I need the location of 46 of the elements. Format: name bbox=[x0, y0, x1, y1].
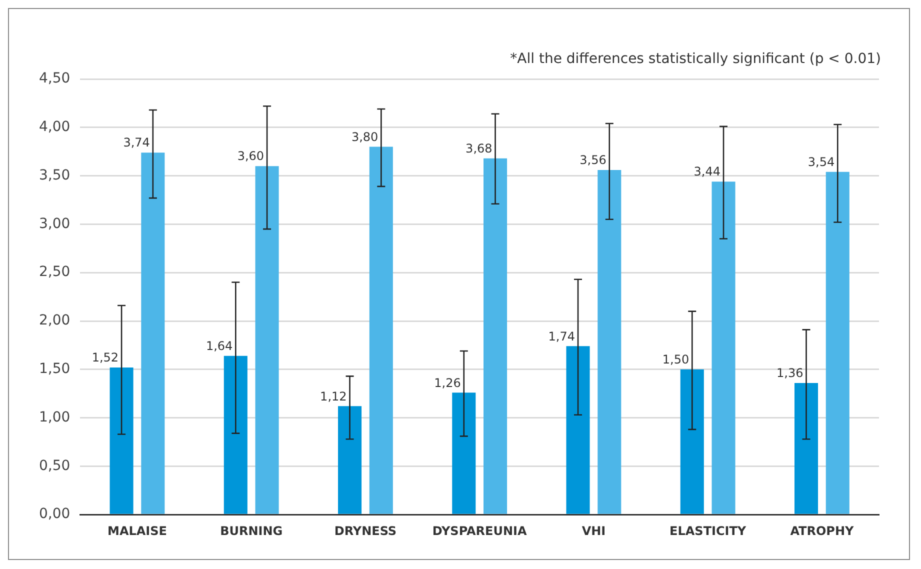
y-tick-label: 2,00 bbox=[39, 312, 70, 329]
data-label: 1,12 bbox=[320, 389, 347, 404]
bar bbox=[338, 406, 362, 514]
bar bbox=[794, 382, 818, 514]
bar bbox=[224, 356, 248, 514]
data-label: 1,64 bbox=[206, 338, 233, 353]
y-tick-label: 3,00 bbox=[39, 216, 70, 232]
data-label: 3,54 bbox=[808, 155, 835, 170]
data-label: 3,80 bbox=[351, 130, 378, 144]
y-tick-label: 4,00 bbox=[39, 119, 70, 136]
y-tick-label: 1,50 bbox=[39, 361, 70, 378]
x-tick-label: VHI bbox=[582, 524, 606, 538]
data-label: 1,52 bbox=[92, 350, 119, 365]
data-label: 3,44 bbox=[694, 164, 721, 179]
bar bbox=[369, 146, 393, 514]
bar bbox=[712, 182, 736, 514]
bar bbox=[484, 158, 508, 514]
bar bbox=[452, 392, 476, 514]
x-tick-label: ELASTICITY bbox=[670, 524, 746, 538]
y-tick-label: 0,50 bbox=[39, 458, 70, 474]
x-tick-label: ATROPHY bbox=[790, 524, 854, 538]
bar bbox=[110, 367, 134, 514]
y-tick-label: 2,50 bbox=[39, 264, 70, 280]
bar bbox=[141, 152, 165, 514]
bar bbox=[255, 166, 279, 514]
bar bbox=[680, 369, 704, 514]
y-tick-label: 3,50 bbox=[39, 167, 70, 184]
x-tick-label: DRYNESS bbox=[334, 524, 397, 538]
data-label: 3,60 bbox=[237, 149, 264, 164]
x-tick-label: BURNING bbox=[220, 524, 283, 538]
y-tick-label: 4,50 bbox=[39, 70, 70, 87]
x-tick-label: DYSPAREUNIA bbox=[432, 524, 528, 538]
bar bbox=[826, 172, 850, 514]
x-tick-label: MALAISE bbox=[107, 524, 167, 538]
data-label: 3,68 bbox=[466, 142, 492, 156]
bar bbox=[566, 346, 590, 514]
data-label: 1,74 bbox=[548, 329, 576, 344]
data-label: 3,74 bbox=[123, 136, 150, 150]
data-label: 1,36 bbox=[776, 366, 804, 380]
data-label: 1,26 bbox=[434, 376, 461, 390]
data-label: 3,56 bbox=[580, 153, 606, 168]
y-tick-label: 1,00 bbox=[39, 409, 70, 426]
y-tick-label: 0,00 bbox=[39, 506, 70, 522]
data-label: 1,50 bbox=[662, 352, 690, 367]
bar bbox=[598, 170, 622, 514]
text: *All the differences statistically significant (p < 0.01) bbox=[510, 51, 881, 67]
